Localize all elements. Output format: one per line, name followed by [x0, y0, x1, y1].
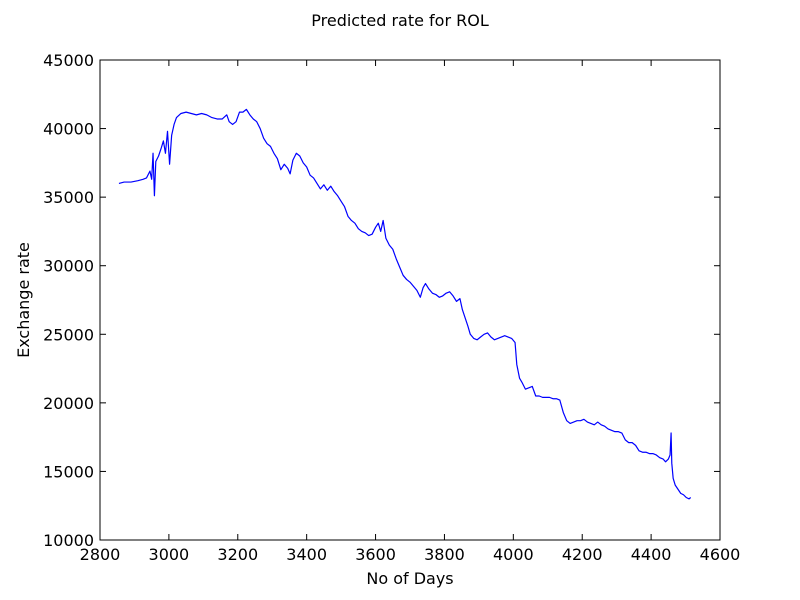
x-tick-label: 4200: [562, 545, 603, 564]
x-tick-label: 3800: [424, 545, 465, 564]
x-axis-label: No of Days: [366, 569, 453, 588]
y-tick-label: 45000: [43, 51, 94, 70]
chart-title: Predicted rate for ROL: [311, 11, 489, 30]
y-tick-label: 40000: [43, 120, 94, 139]
plot-area: 2800 3000 3200 3400 3600 3800 4000 4200 4400 4600…: [43, 51, 740, 564]
y-axis-label: Exchange rate: [14, 242, 33, 358]
x-tick-label: 4600: [700, 545, 741, 564]
y-tick-label: 15000: [43, 462, 94, 481]
y-tick-label: 25000: [43, 325, 94, 344]
x-tick-label: 2800: [80, 545, 121, 564]
y-tick-label: 30000: [43, 257, 94, 276]
x-tick-label: 3600: [355, 545, 396, 564]
x-tick-label: 4400: [631, 545, 672, 564]
plot-frame: [99, 59, 721, 541]
x-tick-label: 3400: [286, 545, 327, 564]
x-tick-label: 3000: [149, 545, 190, 564]
series-line: [118, 108, 692, 500]
x-tick-label: 3200: [217, 545, 258, 564]
y-tick-label: 35000: [43, 188, 94, 207]
y-tick-label: 10000: [43, 531, 94, 550]
x-tick-label: 4000: [493, 545, 534, 564]
y-tick-label: 20000: [43, 394, 94, 413]
